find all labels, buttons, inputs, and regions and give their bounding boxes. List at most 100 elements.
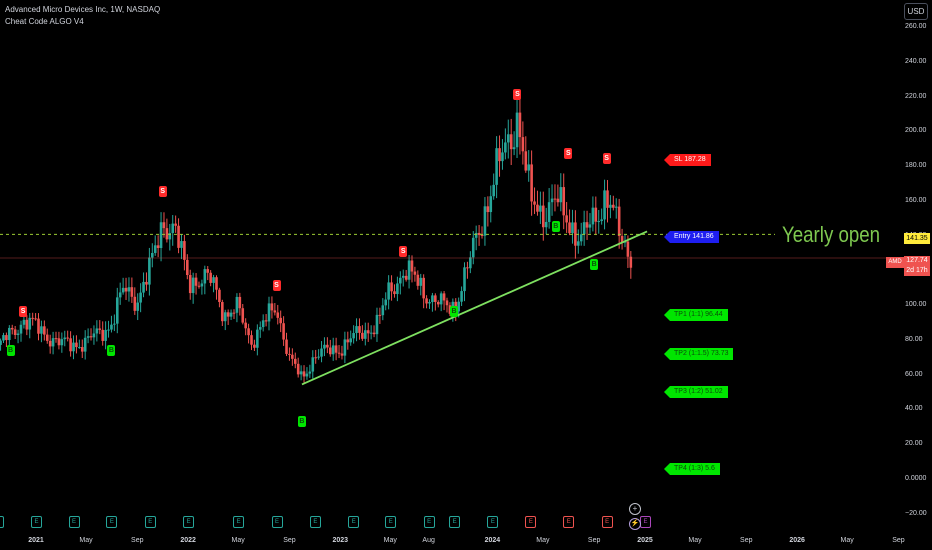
price-tick-label: 100.00 bbox=[905, 301, 927, 309]
candle-body bbox=[197, 285, 201, 287]
price-tick-label: 40.00 bbox=[905, 405, 923, 413]
bar-countdown-label: 2d 17h bbox=[904, 266, 930, 276]
earnings-event-marker[interactable]: E bbox=[385, 516, 397, 528]
candle-body bbox=[165, 228, 169, 240]
candle-body bbox=[369, 332, 373, 334]
tp4-tag: TP4 (1:3) 5.6 bbox=[664, 463, 720, 475]
candle-body bbox=[574, 222, 577, 246]
time-tick-label: May bbox=[536, 537, 550, 544]
earnings-event-marker[interactable]: E bbox=[487, 516, 499, 528]
candle-body bbox=[258, 327, 262, 330]
candle-body bbox=[293, 358, 297, 364]
sell-signal[interactable]: S bbox=[564, 148, 573, 160]
candle-body bbox=[480, 234, 484, 236]
entry-tag: Entry 141.86 bbox=[664, 231, 719, 243]
earnings-event-marker[interactable]: E bbox=[423, 516, 435, 528]
buy-signal[interactable]: B bbox=[590, 259, 599, 271]
candle-body bbox=[436, 301, 440, 305]
candle-body bbox=[390, 282, 393, 292]
candle-body bbox=[145, 281, 148, 285]
earnings-event-marker[interactable]: E bbox=[601, 516, 613, 528]
candle-body bbox=[180, 241, 183, 248]
candle-body bbox=[553, 198, 557, 200]
tp1-tag: TP1 (1:1) 96.44 bbox=[664, 309, 728, 321]
add-event-icon[interactable]: + bbox=[629, 503, 641, 515]
buy-signal[interactable]: B bbox=[6, 344, 15, 356]
sell-signal[interactable]: S bbox=[602, 153, 611, 165]
candle-body bbox=[530, 164, 533, 202]
currency-button[interactable]: USD bbox=[904, 3, 928, 20]
sell-signal[interactable]: S bbox=[158, 186, 167, 198]
candle-body bbox=[2, 335, 5, 341]
earnings-event-marker[interactable]: E bbox=[68, 516, 80, 528]
candle-body bbox=[381, 305, 385, 316]
candle-body bbox=[536, 204, 539, 212]
sell-signal[interactable]: S bbox=[19, 306, 28, 318]
candle-body bbox=[489, 196, 493, 213]
earnings-event-marker[interactable]: E bbox=[31, 516, 42, 528]
candle-body bbox=[203, 269, 207, 284]
candle-body bbox=[95, 328, 99, 334]
candle-body bbox=[366, 330, 370, 334]
candle-body bbox=[393, 291, 396, 295]
candle-body bbox=[434, 295, 437, 302]
candle-body bbox=[571, 222, 574, 234]
candle-body bbox=[431, 295, 434, 303]
candle-body bbox=[124, 287, 128, 292]
earnings-event-marker[interactable]: E bbox=[563, 516, 575, 528]
buy-signal[interactable]: B bbox=[297, 415, 306, 427]
candle-body bbox=[43, 326, 46, 335]
earnings-event-marker[interactable]: E bbox=[0, 516, 4, 528]
candle-body bbox=[626, 241, 630, 257]
candle-body bbox=[463, 267, 466, 292]
sell-signal[interactable]: S bbox=[272, 280, 281, 292]
candle-body bbox=[483, 206, 487, 236]
candle-body bbox=[118, 292, 122, 298]
candle-body bbox=[66, 337, 69, 339]
sell-signal[interactable]: S bbox=[513, 89, 522, 101]
earnings-event-marker[interactable]: E bbox=[640, 516, 651, 528]
candle-body bbox=[238, 296, 242, 309]
price-tick-label: 80.00 bbox=[905, 335, 923, 343]
candle-body bbox=[506, 134, 510, 143]
candle-body bbox=[372, 332, 376, 335]
price-tick-label: 0.0000 bbox=[905, 475, 927, 482]
earnings-event-marker[interactable]: E bbox=[106, 516, 118, 528]
earnings-event-marker[interactable]: E bbox=[449, 516, 461, 528]
earnings-event-marker[interactable]: E bbox=[309, 516, 321, 528]
candle-body bbox=[19, 324, 23, 334]
candle-body bbox=[171, 223, 175, 233]
candle-body bbox=[63, 337, 67, 340]
candle-body bbox=[445, 300, 449, 306]
lightning-icon[interactable]: ⚡ bbox=[629, 518, 641, 530]
candle-body bbox=[524, 151, 528, 171]
candle-body bbox=[556, 198, 560, 203]
buy-signal[interactable]: B bbox=[450, 306, 459, 318]
candle-body bbox=[215, 277, 218, 290]
buy-signal[interactable]: B bbox=[551, 221, 560, 233]
sell-signal[interactable]: S bbox=[399, 245, 408, 257]
price-tick-label: 60.00 bbox=[905, 370, 923, 378]
candle-body bbox=[223, 312, 227, 322]
earnings-event-marker[interactable]: E bbox=[233, 516, 245, 528]
buy-signal[interactable]: B bbox=[107, 344, 116, 356]
candle-body bbox=[396, 283, 399, 295]
candle-body bbox=[183, 241, 186, 260]
earnings-event-marker[interactable]: E bbox=[183, 516, 195, 528]
candle-body bbox=[617, 206, 621, 237]
candle-body bbox=[559, 187, 563, 203]
candle-body bbox=[270, 303, 274, 311]
price-tick-label: 240.00 bbox=[905, 57, 927, 65]
candle-body bbox=[448, 305, 452, 314]
candle-body bbox=[384, 299, 388, 306]
earnings-event-marker[interactable]: E bbox=[348, 516, 360, 528]
earnings-event-marker[interactable]: E bbox=[525, 516, 537, 528]
earnings-event-marker[interactable]: E bbox=[271, 516, 283, 528]
earnings-event-marker[interactable]: E bbox=[144, 516, 156, 528]
candle-body bbox=[57, 338, 61, 346]
candle-body bbox=[226, 312, 230, 317]
candle-body bbox=[209, 272, 212, 283]
candle-body bbox=[337, 352, 341, 354]
time-tick-label: Sep bbox=[587, 537, 601, 544]
